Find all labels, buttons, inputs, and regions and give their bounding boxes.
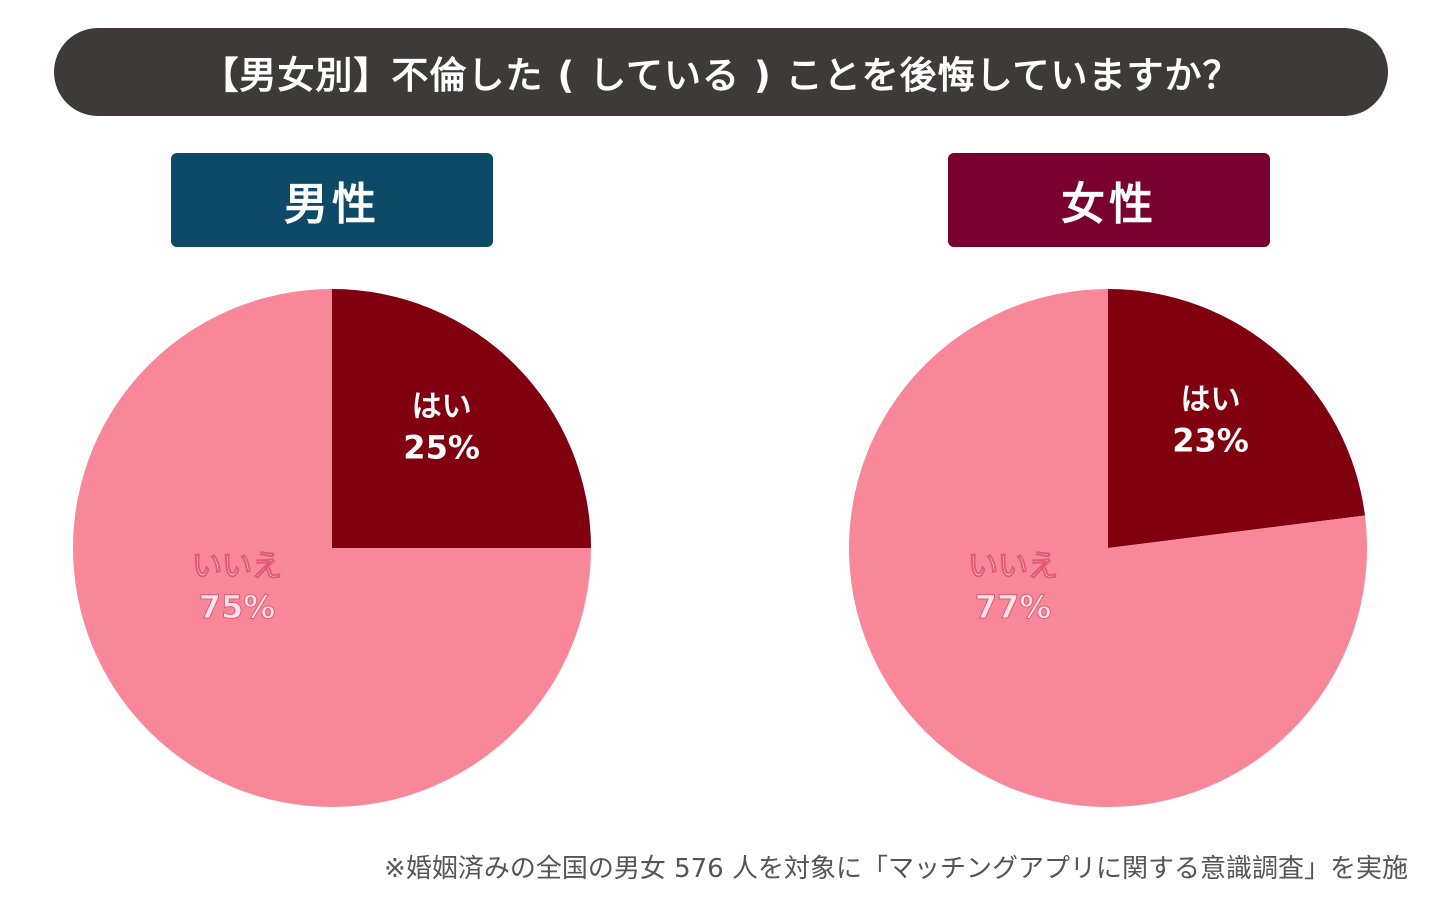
slice-value-label: 25% bbox=[403, 428, 480, 466]
slice-yes bbox=[332, 289, 591, 548]
footnote: ※婚姻済みの全国の男女 576 人を対象に「マッチングアプリに関する意識調査」を… bbox=[384, 854, 1408, 884]
slice-value-label: 23% bbox=[1172, 422, 1249, 460]
slice-label: いいえ bbox=[968, 549, 1058, 584]
slice-label: はい bbox=[412, 389, 472, 424]
slice-value-label: 77% bbox=[975, 588, 1052, 626]
slice-yes bbox=[1108, 289, 1365, 548]
slice-no bbox=[73, 289, 591, 807]
slice-label: はい bbox=[1181, 383, 1241, 418]
slice-value-label: 75% bbox=[199, 588, 276, 626]
slice-no bbox=[849, 289, 1367, 807]
female-label: 女性 bbox=[948, 153, 1270, 247]
male-label: 男性 bbox=[171, 153, 493, 247]
chart-title: 【男女別】不倫した ( している ) ことを後悔していますか？ bbox=[54, 28, 1388, 116]
slice-label: いいえ bbox=[192, 549, 282, 584]
